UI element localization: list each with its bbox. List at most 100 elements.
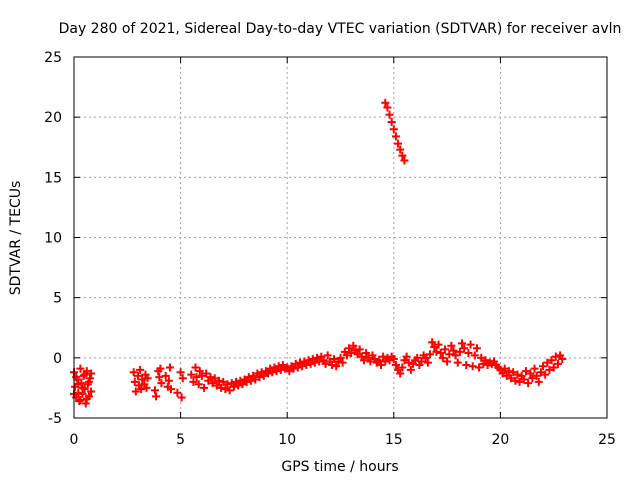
data-point [151,386,160,395]
data-points [70,98,567,408]
data-point [432,347,441,356]
data-point [362,349,371,358]
data-point [276,365,285,374]
data-point [539,362,548,371]
data-point [306,359,315,368]
data-point [229,382,238,391]
data-point [460,344,469,353]
axis-ticks: 0 5 10 15 20 25 -5 0 5 10 15 20 25 [44,50,616,448]
data-point [75,397,84,406]
data-point [468,362,477,371]
data-point [449,346,458,355]
data-point [81,399,90,408]
data-point [332,362,341,371]
data-point [507,374,516,383]
data-point [534,377,543,386]
data-point [338,358,347,367]
data-point [477,353,486,362]
y-tick-label: 0 [53,351,62,367]
y-tick-label: -5 [48,411,62,427]
y-tick-label: 15 [44,170,62,186]
data-point [238,380,247,389]
data-point [84,377,93,386]
data-point [136,365,145,374]
data-point [74,388,83,397]
data-point [323,351,332,360]
data-point [161,371,170,380]
data-point [165,363,174,372]
y-tick-label: 5 [53,291,62,307]
data-point [404,358,413,367]
data-point [511,376,520,385]
data-point [532,371,541,380]
data-point [398,363,407,372]
data-point [310,358,319,367]
data-point [302,361,311,370]
data-point [157,379,166,388]
data-point [152,392,161,401]
data-point [187,370,196,379]
data-point [214,376,223,385]
y-axis-title: SDTVAR / TECUs [8,181,24,296]
data-point [451,351,460,360]
data-point [259,371,268,380]
data-point [406,365,415,374]
data-point [536,368,545,377]
data-point [268,368,277,377]
data-point [194,380,203,389]
data-point [502,371,511,380]
data-point [142,383,151,392]
data-point [413,353,422,362]
data-point [524,379,533,388]
x-tick-label: 15 [385,432,403,448]
data-point [178,374,187,383]
data-point [553,359,562,368]
data-point [345,344,354,353]
data-point [79,371,88,380]
y-tick-label: 10 [44,231,62,247]
data-point [402,352,411,361]
data-point [377,361,386,370]
data-point [74,380,83,389]
data-point [87,369,96,378]
data-point [519,375,528,384]
data-point [396,369,405,378]
data-point [385,110,394,119]
data-point [195,367,204,376]
data-point [426,350,435,359]
data-point [130,377,139,386]
data-point [210,374,219,383]
data-point [72,373,81,382]
data-point [330,355,339,364]
data-point [217,383,226,392]
data-point [466,340,475,349]
data-point [197,371,206,380]
data-point [206,373,215,382]
y-tick-label: 20 [44,110,62,126]
data-point [336,353,345,362]
data-point [509,368,518,377]
data-point [342,351,351,360]
grid [74,57,607,418]
data-point [379,352,388,361]
x-tick-label: 5 [176,432,185,448]
data-point [156,364,165,373]
data-point [498,369,507,378]
data-point [455,347,464,356]
data-point [366,357,375,366]
data-point [138,375,147,384]
data-point [438,353,447,362]
data-point [327,361,336,370]
chart-title: Day 280 of 2021, Sidereal Day-to-day VTE… [59,21,622,37]
data-point [440,345,449,354]
data-point [208,379,217,388]
data-point [400,156,409,165]
data-point [434,340,443,349]
data-point [513,370,522,379]
data-point [528,374,537,383]
x-tick-label: 10 [278,432,296,448]
data-point [143,374,152,383]
data-point [389,125,398,134]
data-point [391,361,400,370]
data-point [391,132,400,141]
